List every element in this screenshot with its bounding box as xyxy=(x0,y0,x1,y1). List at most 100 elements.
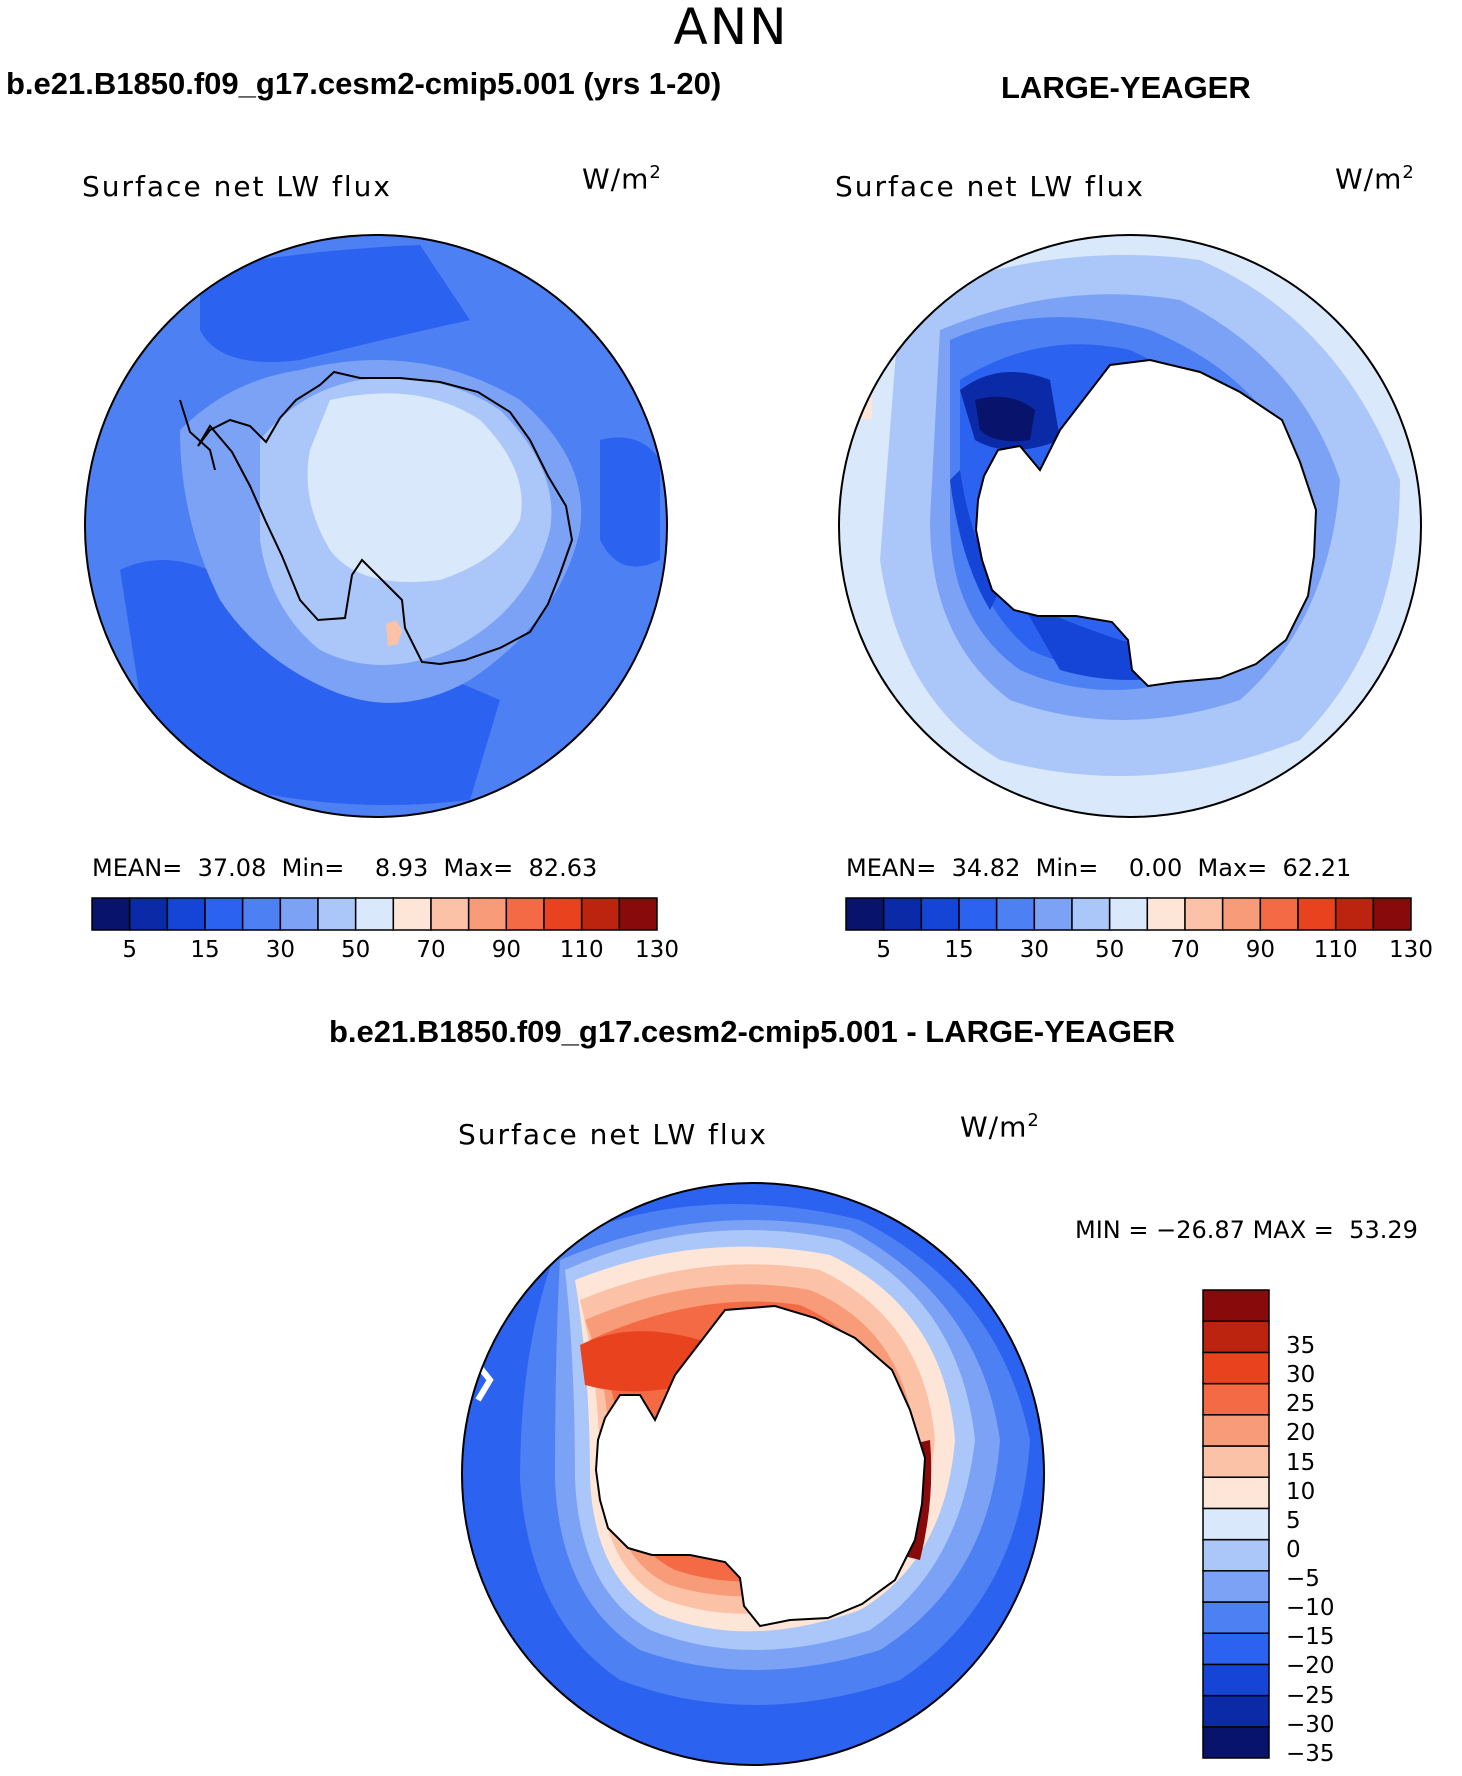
panel1-colorbar-tick-label: 70 xyxy=(416,937,446,963)
panel2-units: W/m2 xyxy=(1335,162,1415,195)
panel3-variable: Surface net LW flux xyxy=(458,1118,768,1151)
panel1-colorbar-tick-label: 30 xyxy=(265,937,295,963)
panel2-colorbar-swatch xyxy=(958,897,998,931)
panel1-colorbar-tick-label: 15 xyxy=(190,937,220,963)
panel2-stats: MEAN= 34.82 Min= 0.00 Max= 62.21 xyxy=(846,854,1351,882)
panel1-colorbar-swatch xyxy=(618,897,658,931)
panel2-variable: Surface net LW flux xyxy=(835,170,1145,203)
panel2-min-label: Min= xyxy=(1035,854,1099,882)
panel1-stats: MEAN= 37.08 Min= 8.93 Max= 82.63 xyxy=(92,854,597,882)
panel3-min: −26.87 xyxy=(1156,1216,1245,1244)
panel2-colorbar-tick-label: 130 xyxy=(1389,937,1433,963)
panel3-colorbar-tick-label: 30 xyxy=(1286,1362,1316,1389)
panel2-max-label: Max= xyxy=(1197,854,1268,882)
panel2-colorbar-swatch xyxy=(1146,897,1186,931)
panel3-colorbar-swatch xyxy=(1202,1351,1270,1385)
panel1-colorbar-swatch xyxy=(91,897,131,931)
panel1-colorbar-swatch xyxy=(128,897,169,931)
panel3-colorbar-swatch xyxy=(1202,1507,1270,1541)
panel1-max: 82.63 xyxy=(528,854,598,882)
panel1-units-exp: 2 xyxy=(649,162,662,183)
panel3-colorbar-tick-label: −35 xyxy=(1286,1740,1335,1767)
panel1-colorbar-tick-label: 130 xyxy=(635,937,679,963)
panel1-units: W/m2 xyxy=(582,162,662,195)
panel3-colorbar-swatch xyxy=(1202,1663,1270,1697)
panel1-title: b.e21.B1850.f09_g17.cesm2-cmip5.001 (yrs… xyxy=(6,66,722,101)
panel1-variable: Surface net LW flux xyxy=(82,170,392,203)
panel1-colorbar xyxy=(91,897,658,931)
panel2-colorbar-tick-label: 15 xyxy=(944,937,974,963)
panel1-max-label: Max= xyxy=(443,854,514,882)
panel1-colorbar-tick-label: 90 xyxy=(491,937,521,963)
panel2-colorbar-swatch xyxy=(845,897,885,931)
panel3-units-exp: 2 xyxy=(1027,1110,1040,1131)
panel2-colorbar-tick-label: 30 xyxy=(1019,937,1049,963)
panel3-title: b.e21.B1850.f09_g17.cesm2-cmip5.001 - LA… xyxy=(329,1014,1175,1049)
panel3-colorbar-swatch xyxy=(1202,1476,1270,1510)
panel1-colorbar-swatch xyxy=(580,897,621,931)
panel3-colorbar-swatch xyxy=(1202,1445,1270,1478)
panel2-colorbar-swatch xyxy=(1372,897,1412,931)
panel3-colorbar-ticks: 35 30 25 20 15 10 5 0 −5 −10 −15 −20 −25 −30 −35 xyxy=(1286,1290,1366,1767)
panel2-colorbar-swatch xyxy=(1033,897,1073,931)
panel3-colorbar-swatch xyxy=(1202,1632,1270,1666)
panel3-colorbar-tick-label: −15 xyxy=(1286,1624,1335,1651)
panel2-colorbar-swatch xyxy=(1297,897,1337,931)
panel3-colorbar-tick-label: 35 xyxy=(1286,1333,1316,1360)
panel2-title: LARGE-YEAGER xyxy=(1001,70,1251,105)
panel1-colorbar-swatch xyxy=(543,897,583,931)
panel3-colorbar-swatch xyxy=(1202,1726,1270,1759)
panel2-max: 62.21 xyxy=(1282,854,1352,882)
panel2-colorbar-swatch xyxy=(1108,897,1149,931)
panel3-colorbar-tick-label: −30 xyxy=(1286,1711,1335,1738)
panel1-colorbar-swatch xyxy=(317,897,357,931)
panel3-colorbar-tick-label: 25 xyxy=(1286,1391,1316,1418)
panel3-colorbar-tick-label: −20 xyxy=(1286,1653,1335,1680)
panel3-colorbar-tick-label: −10 xyxy=(1286,1595,1335,1622)
panel1-colorbar-tick-label: 110 xyxy=(559,937,604,963)
panel3-colorbar-tick-label: 15 xyxy=(1286,1449,1316,1476)
panel2-colorbar-tick-label: 50 xyxy=(1095,937,1125,963)
panel1-colorbar-tick-label: 5 xyxy=(122,937,137,963)
panel2-units-exp: 2 xyxy=(1402,162,1415,183)
panel3-colorbar-swatch xyxy=(1202,1382,1270,1416)
panel1-colorbar-swatch xyxy=(354,897,395,931)
panel2-colorbar-swatch xyxy=(1259,897,1299,931)
panel2-units-base: W/m xyxy=(1335,162,1403,196)
panel2-colorbar-tick-label: 70 xyxy=(1170,937,1200,963)
panel1-min: 8.93 xyxy=(374,854,429,882)
panel2-colorbar-tick-label: 5 xyxy=(876,937,891,963)
panel1-colorbar-swatch xyxy=(392,897,432,931)
panel3-colorbar-swatch xyxy=(1202,1414,1270,1447)
panel1-mean-label: MEAN= xyxy=(92,854,183,882)
panel3-max: 53.29 xyxy=(1349,1216,1418,1244)
panel1-colorbar-tick-label: 50 xyxy=(341,937,371,963)
panel2-colorbar-swatch xyxy=(1221,897,1262,931)
panel3-colorbar-swatch xyxy=(1202,1320,1270,1354)
panel3-min-label: MIN = xyxy=(1075,1216,1149,1244)
panel2-colorbar-ticks: 5 15 30 50 70 90 110 130 xyxy=(846,937,1433,967)
panel3-colorbar-swatch xyxy=(1202,1601,1270,1634)
panel1-units-base: W/m xyxy=(582,162,650,196)
panel2-colorbar-tick-label: 90 xyxy=(1245,937,1275,963)
panel3-colorbar-tick-label: 5 xyxy=(1286,1507,1301,1534)
panel2-mean: 34.82 xyxy=(951,854,1021,882)
panel3-units: W/m2 xyxy=(960,1110,1040,1143)
panel1-mean: 37.08 xyxy=(197,854,267,882)
panel2-mean-label: MEAN= xyxy=(846,854,937,882)
panel3-colorbar-tick-label: 0 xyxy=(1286,1536,1301,1563)
panel3-colorbar-tick-label: −25 xyxy=(1286,1682,1335,1709)
panel3-colorbar xyxy=(1202,1289,1270,1759)
panel3-colorbar-swatch xyxy=(1202,1694,1270,1728)
panel3-colorbar-swatch xyxy=(1202,1570,1270,1603)
panel1-min-label: Min= xyxy=(281,854,345,882)
panel2-colorbar xyxy=(845,897,1412,931)
panel3-colorbar-swatch xyxy=(1202,1289,1270,1322)
panel3-colorbar-tick-label: −5 xyxy=(1286,1566,1320,1593)
panel3-colorbar-swatch xyxy=(1202,1538,1270,1572)
panel3-max-label: MAX = xyxy=(1252,1216,1334,1244)
panel1-colorbar-swatch xyxy=(204,897,244,931)
